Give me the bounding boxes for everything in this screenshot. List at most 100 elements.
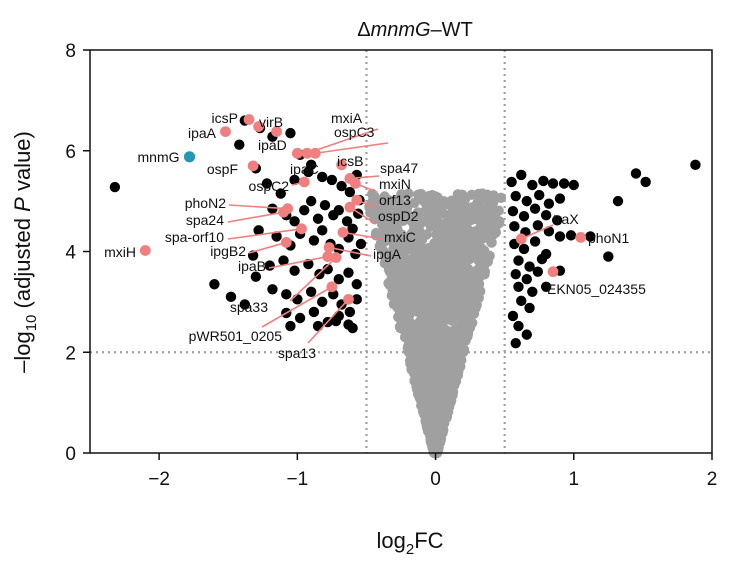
- sig-point: [264, 260, 275, 271]
- title-gene: mnmG: [371, 19, 431, 41]
- sig-point: [343, 267, 354, 278]
- ns-point: [387, 233, 399, 245]
- ns-point: [419, 206, 431, 217]
- ns-point: [421, 399, 432, 411]
- sig-point: [312, 320, 324, 332]
- ns-point: [460, 247, 471, 258]
- ns-point: [401, 189, 413, 200]
- point-spa-orf10: [296, 223, 307, 235]
- title-prefix: Δ: [357, 19, 370, 41]
- ns-point: [416, 378, 427, 389]
- sig-point: [289, 216, 300, 227]
- threshold-lines: [90, 50, 712, 453]
- sig-point: [554, 193, 566, 204]
- sig-point: [278, 255, 289, 266]
- sig-point: [344, 306, 356, 318]
- sig-point: [521, 329, 532, 340]
- y-tick-label: 4: [65, 243, 76, 264]
- ns-point: [375, 238, 387, 249]
- ns-point: [377, 204, 389, 216]
- chart-title: ΔmnmG–WT: [357, 19, 473, 41]
- ns-point: [438, 196, 450, 207]
- sig-point: [250, 271, 262, 282]
- y-tick-label: 6: [65, 142, 76, 163]
- x-tick-label: 2: [707, 469, 718, 490]
- x-tick-label: −1: [286, 469, 308, 490]
- sig-point: [225, 291, 237, 303]
- point-ipaD: [271, 126, 282, 138]
- ns-point: [398, 256, 409, 267]
- ns-point: [443, 277, 454, 289]
- y-label-mid: (adjusted: [10, 212, 35, 315]
- x-label-sub: 2: [406, 541, 414, 558]
- sig-point: [534, 189, 545, 201]
- point-ospF: [247, 160, 259, 172]
- sig-point: [317, 296, 328, 308]
- ns-point: [478, 221, 489, 232]
- x-tick-label: 1: [568, 469, 579, 490]
- sig-point: [640, 176, 651, 188]
- point-orf13: [351, 194, 363, 206]
- y-tick-label: 0: [65, 444, 76, 465]
- point-ipgA: [323, 242, 335, 253]
- sig-point: [289, 174, 300, 186]
- sig-point: [303, 166, 314, 178]
- sig-point: [565, 230, 577, 241]
- y-label-pre: –log: [10, 331, 35, 373]
- sig-point: [529, 236, 541, 247]
- sig-point: [312, 213, 324, 224]
- sig-point: [516, 169, 527, 181]
- ns-point: [442, 363, 454, 374]
- sig-point: [558, 178, 570, 189]
- leader-ipgA: [328, 246, 372, 257]
- leader-phoN2: [228, 204, 288, 210]
- sig-point: [510, 268, 521, 280]
- x-axis-ticks: −2 −1 0 1 2: [148, 453, 717, 490]
- ns-point: [413, 189, 424, 200]
- ns-point: [473, 278, 485, 290]
- ns-point: [447, 218, 459, 229]
- leader-ipgB2: [248, 241, 287, 254]
- sig-point: [524, 302, 535, 314]
- label-spa47: spa47: [380, 160, 418, 176]
- sig-point: [521, 195, 532, 207]
- ns-point: [409, 367, 420, 379]
- ns-point: [457, 260, 468, 272]
- sig-point: [267, 284, 278, 295]
- ns-point: [421, 271, 432, 282]
- label-mxiC: mxiC: [384, 229, 416, 245]
- sig-point: [509, 221, 520, 232]
- sig-point: [239, 299, 251, 310]
- sig-point: [518, 211, 530, 222]
- sig-point: [518, 243, 530, 255]
- point-icsP: [243, 114, 255, 125]
- ns-point: [438, 252, 449, 264]
- label-spa33: spa33: [230, 299, 268, 315]
- ns-point: [418, 318, 429, 329]
- point-ipgB2: [280, 237, 292, 248]
- y-tick-label: 2: [65, 343, 76, 364]
- sig-point: [540, 281, 552, 292]
- sig-point: [308, 306, 320, 318]
- y-label-italic: P: [10, 197, 35, 212]
- leader-spa24: [227, 211, 284, 223]
- sig-point: [513, 320, 524, 332]
- sig-point: [109, 181, 121, 193]
- sig-point: [630, 168, 642, 179]
- sig-point: [527, 286, 538, 297]
- x-label-tail: FC: [414, 528, 443, 553]
- leader-mxiC: [342, 231, 383, 240]
- point-ipaB: [322, 251, 334, 262]
- sig-point: [347, 223, 358, 235]
- ns-point: [408, 303, 420, 314]
- sig-point: [292, 294, 303, 305]
- label-ipaC: ipaC: [290, 161, 319, 177]
- ns-point: [400, 302, 411, 313]
- sig-point: [568, 179, 579, 191]
- sig-point: [513, 281, 524, 292]
- sig-point: [538, 175, 549, 187]
- sig-point: [317, 171, 328, 183]
- label-phoN1: phoN1: [588, 230, 629, 246]
- sig-point: [285, 320, 296, 332]
